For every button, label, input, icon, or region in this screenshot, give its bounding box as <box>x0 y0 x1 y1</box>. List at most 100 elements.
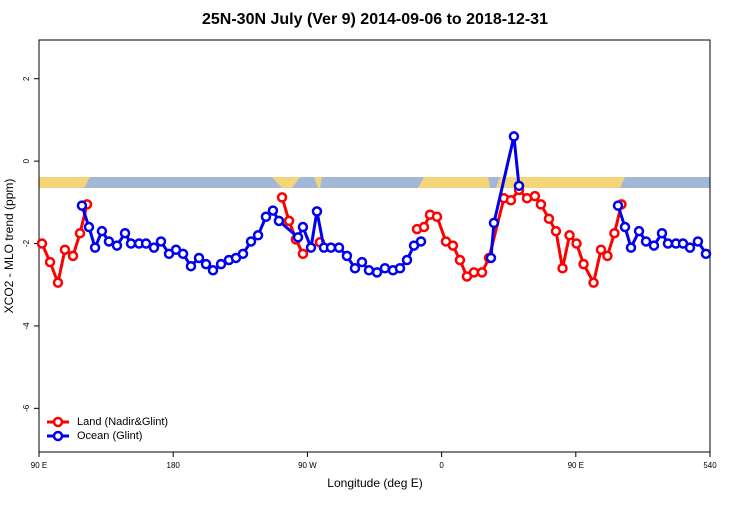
point <box>401 254 413 266</box>
land-band <box>314 177 322 188</box>
point <box>193 252 205 264</box>
legend-label: Ocean (Glint) <box>77 430 142 442</box>
point <box>333 242 345 253</box>
point <box>612 200 624 211</box>
point <box>488 217 500 229</box>
point <box>415 236 427 247</box>
point <box>619 221 631 233</box>
point <box>148 242 160 253</box>
point <box>305 242 317 253</box>
point <box>59 244 71 255</box>
point <box>656 227 668 239</box>
point <box>535 199 547 210</box>
point <box>207 265 219 276</box>
point <box>468 267 480 278</box>
point <box>550 225 562 237</box>
point <box>260 211 272 222</box>
point <box>215 258 227 270</box>
point <box>595 244 607 255</box>
point <box>633 225 645 237</box>
point <box>431 211 443 222</box>
point <box>349 262 361 274</box>
point <box>571 238 582 249</box>
point <box>356 256 368 268</box>
legend-marker <box>52 416 64 428</box>
y-tick-label: -2 <box>22 239 31 247</box>
y-tick-label: 0 <box>22 158 31 163</box>
point <box>96 225 108 237</box>
point <box>485 252 497 264</box>
ocean-band <box>488 177 500 188</box>
point <box>363 265 375 276</box>
point <box>325 242 337 253</box>
point <box>447 240 459 251</box>
point <box>36 238 48 249</box>
point <box>297 221 309 233</box>
ocean-band <box>39 177 710 188</box>
point <box>640 236 652 247</box>
x-tick-label: 180 <box>167 461 181 470</box>
point <box>371 267 383 278</box>
point <box>52 277 64 288</box>
point <box>297 248 309 260</box>
point <box>394 262 406 274</box>
point <box>341 250 353 262</box>
point <box>292 232 304 243</box>
point <box>684 242 696 253</box>
point <box>609 227 620 239</box>
point <box>454 254 466 266</box>
point <box>529 190 541 202</box>
point <box>700 248 712 260</box>
point <box>245 236 257 247</box>
point <box>76 200 88 211</box>
x-tick-label: 0 <box>439 461 444 470</box>
x-tick-label: 540 <box>703 461 717 470</box>
point <box>273 215 285 227</box>
point <box>83 221 95 233</box>
point <box>283 215 295 227</box>
point <box>177 248 189 260</box>
point <box>44 256 56 268</box>
point <box>418 221 430 233</box>
point <box>564 230 575 241</box>
x-tick-label: 90 E <box>568 461 584 470</box>
y-tick-label: 2 <box>22 76 31 81</box>
point <box>267 205 279 216</box>
point <box>155 236 167 247</box>
point <box>508 131 520 142</box>
land-band <box>39 177 90 188</box>
y-tick-label: -4 <box>22 322 31 330</box>
point <box>476 267 488 278</box>
point <box>648 240 660 251</box>
x-tick-label: 90 W <box>298 461 317 470</box>
point <box>662 238 674 249</box>
legend-label: Land (Nadir&Glint) <box>77 416 168 428</box>
point <box>276 192 288 203</box>
point <box>119 227 131 239</box>
point <box>557 262 568 274</box>
point <box>379 262 391 274</box>
point <box>237 248 249 260</box>
point <box>89 242 101 253</box>
point <box>578 258 589 270</box>
x-axis-label: Longitude (deg E) <box>327 476 422 490</box>
point <box>513 180 525 192</box>
land-ocean-band <box>39 177 710 188</box>
point <box>588 277 599 288</box>
point <box>125 238 137 249</box>
point <box>111 240 123 251</box>
legend-marker <box>52 430 64 442</box>
point <box>74 227 86 239</box>
point <box>103 236 115 247</box>
chart-title: 25N-30N July (Ver 9) 2014-09-06 to 2018-… <box>202 11 548 28</box>
point <box>505 195 517 206</box>
point <box>252 230 264 241</box>
point <box>200 258 212 270</box>
point <box>543 213 555 225</box>
point <box>625 242 637 253</box>
point <box>140 238 152 249</box>
y-axis-label: XCO2 - MLO trend (ppm) <box>2 179 16 314</box>
y-tick-label: -6 <box>22 404 31 412</box>
point <box>692 236 704 247</box>
